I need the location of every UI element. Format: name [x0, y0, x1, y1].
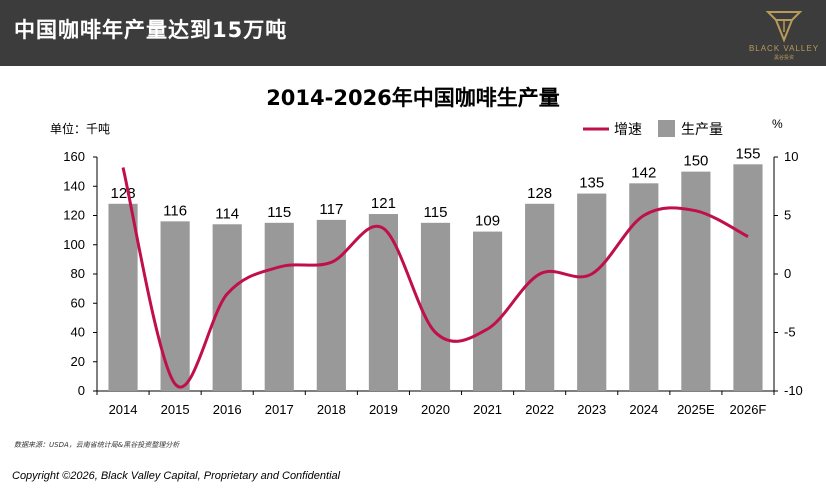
bar-2014 [108, 203, 138, 391]
bar-value-label: 115 [267, 204, 291, 221]
bar-2016 [212, 224, 242, 391]
legend-label-growth: 增速 [614, 122, 642, 138]
bar-value-label: 155 [735, 145, 760, 162]
bar-2022 [525, 203, 555, 391]
logo-emblem-icon [765, 11, 803, 43]
bar-value-label: 114 [215, 205, 239, 222]
black-valley-logo: BLACK VALLEY 黑谷投资 [748, 8, 820, 62]
x-tick-label: 2014 [109, 402, 138, 417]
y-tick-label: 140 [63, 178, 85, 193]
x-tick-label: 2020 [421, 402, 450, 417]
legend-swatch-production [658, 120, 675, 137]
x-tick-label: 2016 [213, 402, 242, 417]
logo-subtext: 黑谷投资 [773, 55, 794, 61]
legend-label-production: 生产量 [681, 122, 723, 138]
y2-tick-label: -5 [784, 325, 796, 340]
bar-2023 [577, 193, 607, 391]
data-source: 数据来源：USDA，云南省统计局&黑谷投资整理分析 [14, 441, 180, 449]
bar-value-label: 135 [579, 175, 604, 192]
bar-value-label: 142 [631, 164, 656, 181]
x-tick-label: 2026F [730, 402, 767, 417]
y-tick-label: 20 [71, 354, 85, 369]
bar-2020 [420, 222, 451, 391]
bar-value-label: 128 [111, 185, 136, 202]
y2-tick-label: 0 [784, 266, 791, 281]
bar-2018 [316, 219, 346, 391]
growth-rate-line [121, 167, 749, 389]
bar-2024 [629, 183, 659, 391]
x-tick-label: 2023 [577, 402, 606, 417]
bar-2026F [733, 164, 763, 391]
x-tick-label: 2017 [265, 402, 294, 417]
copyright-notice: Copyright ©2026, Black Valley Capital, P… [12, 470, 341, 482]
x-tick-label: 2015 [161, 402, 190, 417]
y-tick-label: 40 [71, 325, 85, 340]
bar-value-label: 116 [163, 202, 187, 219]
y-tick-label: 0 [78, 383, 85, 398]
y-tick-label: 60 [71, 295, 85, 310]
page-title: 中国咖啡年产量达到15万吨 [14, 18, 288, 42]
logo-text: BLACK VALLEY [748, 44, 820, 53]
bar-value-label: 117 [319, 201, 343, 218]
x-tick-label: 2018 [317, 402, 346, 417]
bar-value-label: 150 [683, 153, 708, 170]
bar-2017 [264, 222, 294, 391]
y-tick-label: 160 [63, 149, 85, 164]
header-bar: 中国咖啡年产量达到15万吨 BLACK VALLEY 黑谷投资 [0, 0, 826, 66]
bar-value-label: 121 [371, 195, 396, 212]
unit-label: 单位：千吨 [50, 122, 111, 136]
bar-value-label: 128 [527, 185, 552, 202]
y2-tick-label: -10 [784, 383, 803, 398]
x-tick-label: 2019 [369, 402, 398, 417]
x-tick-label: 2024 [629, 402, 658, 417]
x-tick-label: 2022 [525, 402, 554, 417]
bar-2015 [160, 221, 190, 391]
bar-2025E [681, 171, 711, 391]
bar-2021 [472, 231, 503, 391]
y-tick-label: 120 [63, 208, 85, 223]
y2-unit-label: % [772, 117, 783, 131]
x-tick-label: 2021 [473, 402, 502, 417]
x-tick-label: 2025E [677, 402, 715, 417]
bar-value-label: 109 [475, 213, 500, 230]
y2-tick-label: 10 [784, 149, 798, 164]
y-tick-label: 100 [63, 237, 85, 252]
y-tick-label: 80 [71, 266, 85, 281]
y2-tick-label: 5 [784, 208, 791, 223]
bar-value-label: 115 [424, 204, 448, 221]
chart-title: 2014-2026年中国咖啡生产量 [266, 86, 560, 110]
